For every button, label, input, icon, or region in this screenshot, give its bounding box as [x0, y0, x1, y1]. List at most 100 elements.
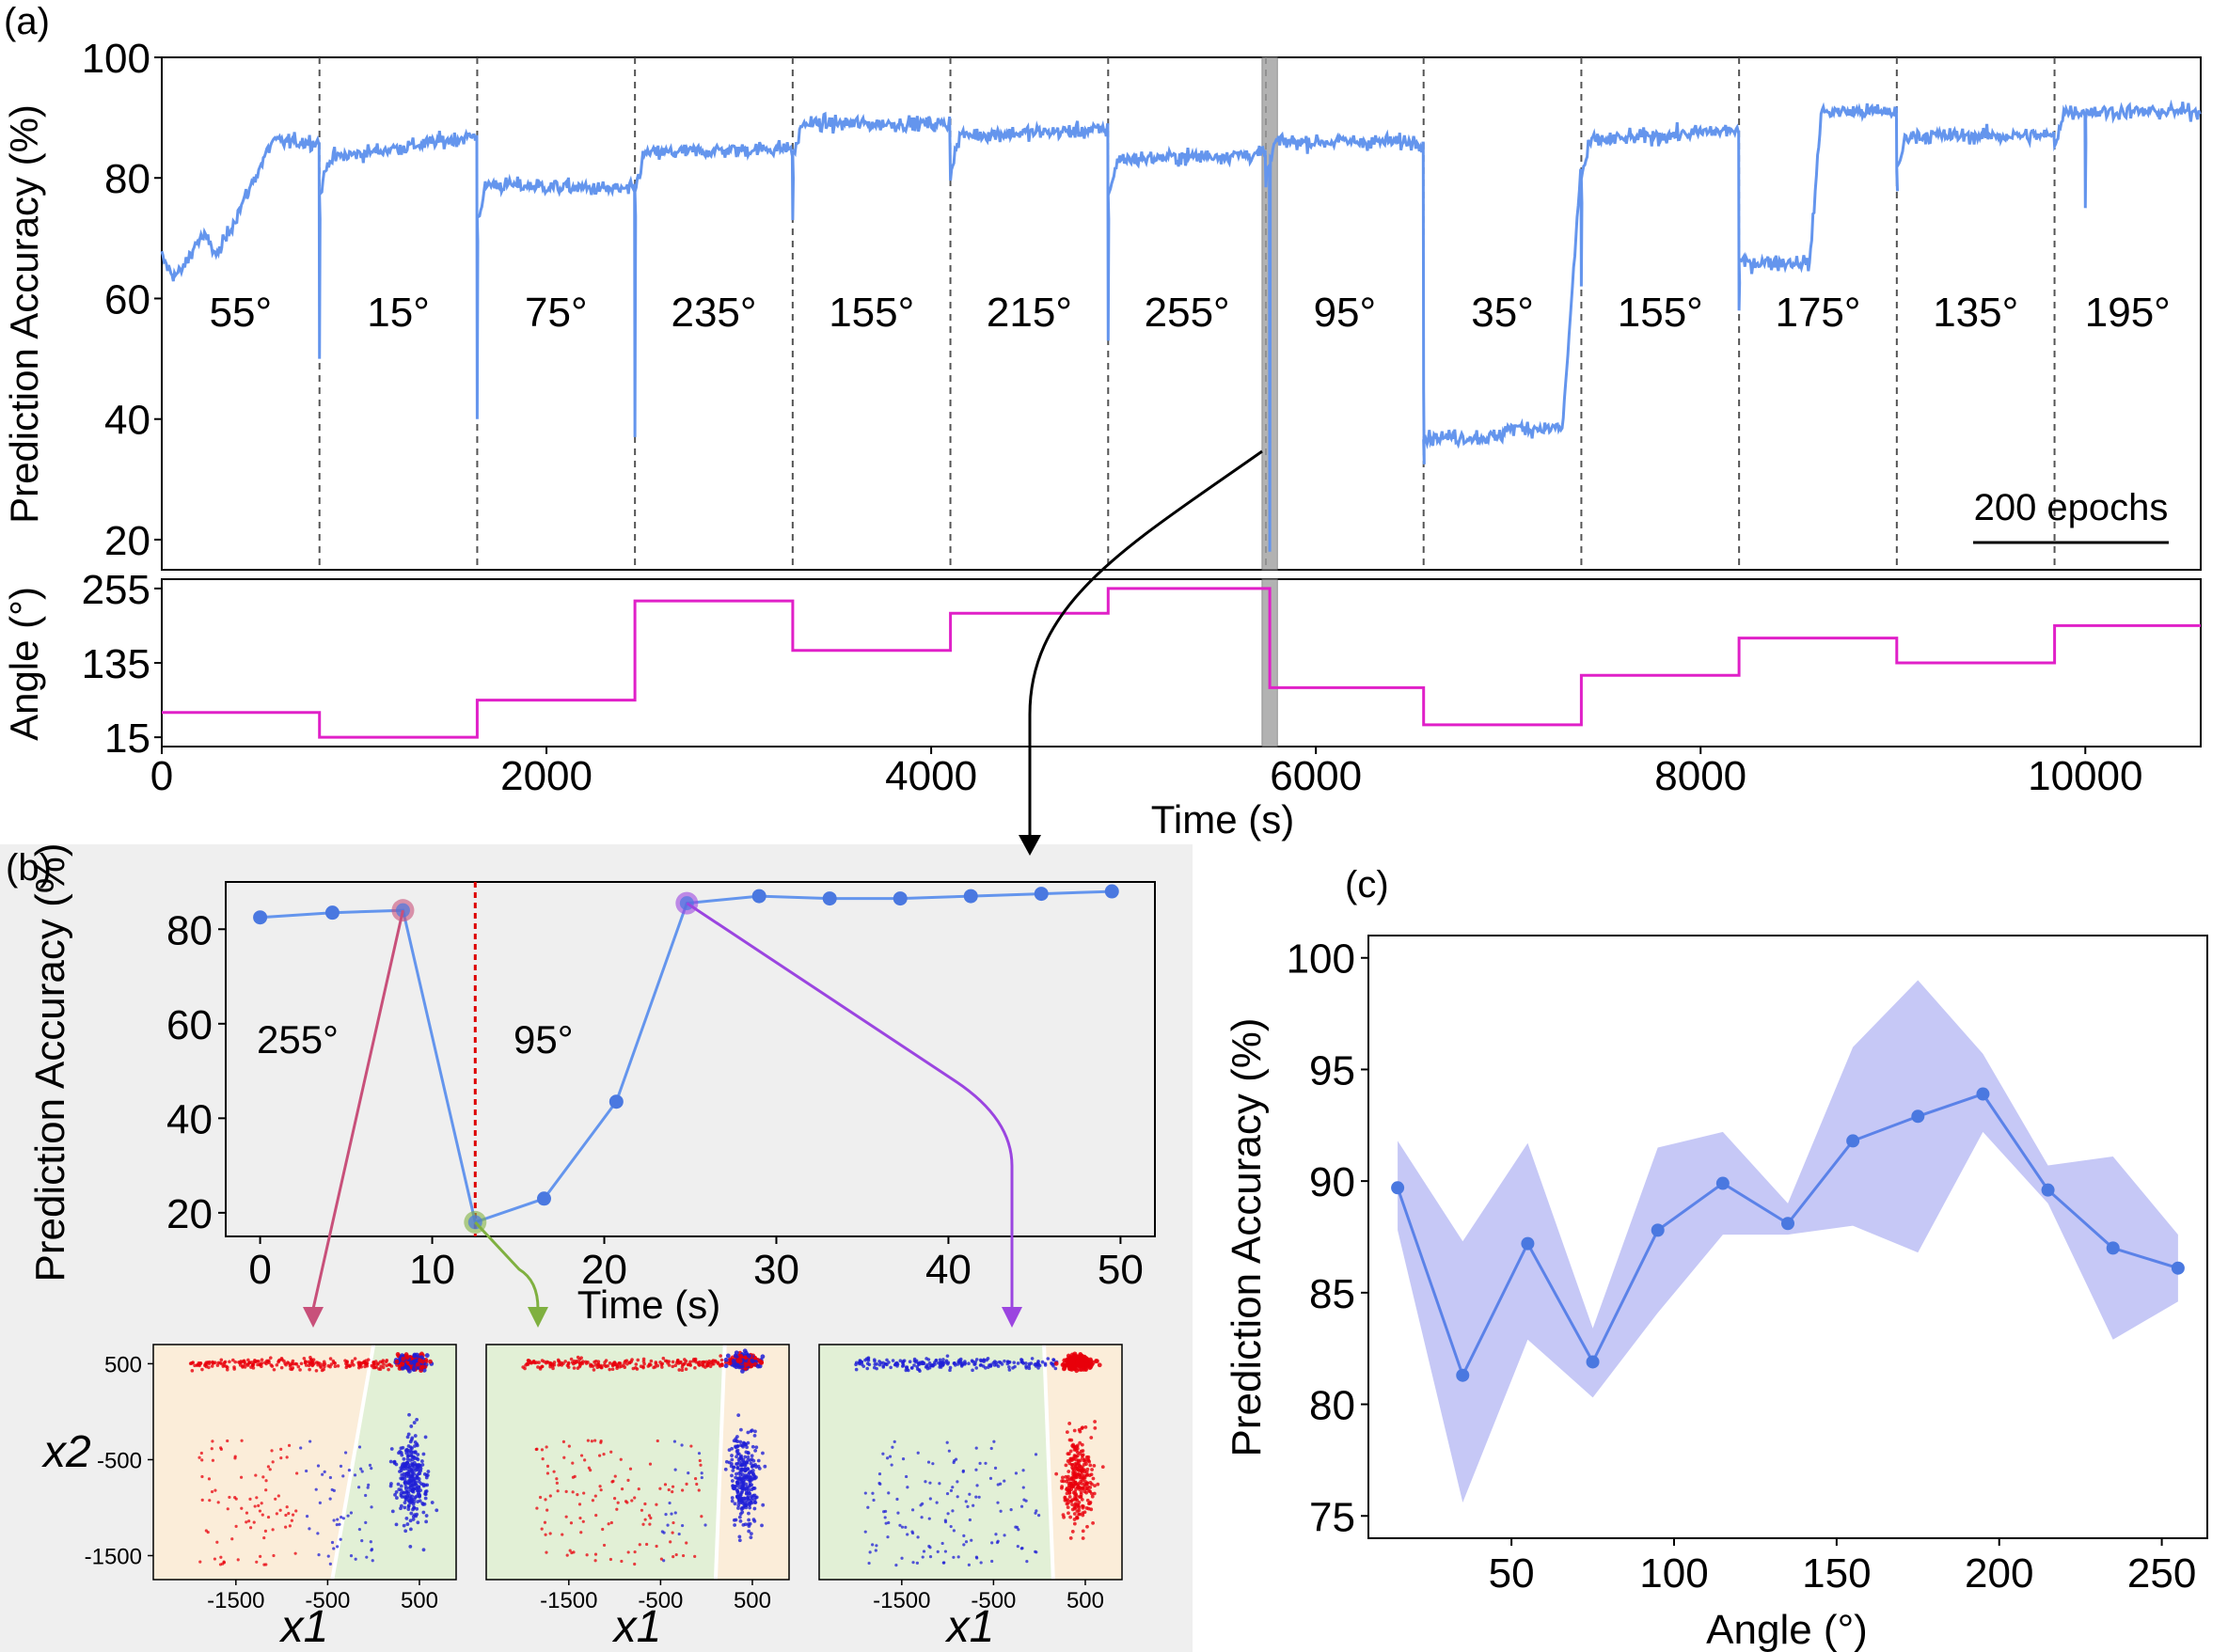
scatter-point — [887, 1361, 891, 1364]
zoomed-accuracy-y-label: Prediction Accuracy (%) — [27, 842, 73, 1282]
scatter-point — [316, 1464, 321, 1468]
scatter-point — [1062, 1358, 1067, 1363]
scatter-point — [238, 1361, 242, 1365]
scatter-point — [240, 1439, 244, 1442]
scatter-point — [945, 1354, 950, 1358]
scatter-point — [697, 1363, 702, 1367]
scatter-point — [191, 1361, 196, 1364]
scatter-point — [689, 1444, 693, 1448]
scatter-point — [1064, 1498, 1068, 1503]
scatter-point — [970, 1538, 973, 1542]
scatter-point — [912, 1357, 917, 1361]
scatter-point — [359, 1467, 363, 1471]
scatter-point — [1090, 1468, 1094, 1471]
data-point — [1976, 1087, 1990, 1101]
scatter-point — [877, 1471, 882, 1476]
scatter-point — [970, 1359, 974, 1362]
scatter-point — [348, 1363, 353, 1368]
scatter-point — [264, 1361, 268, 1366]
scatter-point — [1051, 1358, 1056, 1362]
scatter-point — [1078, 1440, 1082, 1445]
scatter-point — [541, 1456, 545, 1461]
scatter-point — [887, 1520, 891, 1525]
scatter-point — [1081, 1503, 1084, 1508]
scatter-point — [894, 1564, 898, 1567]
scatter-point — [898, 1359, 903, 1363]
scatter-point — [415, 1506, 419, 1511]
scatter-point — [408, 1485, 413, 1489]
scatter-point — [616, 1501, 620, 1504]
scatter-point — [1067, 1438, 1072, 1442]
scatter-point — [622, 1363, 625, 1367]
scatter-point — [350, 1359, 355, 1363]
scatter-point — [1081, 1513, 1085, 1518]
scatter-point — [735, 1495, 740, 1500]
scatter-point — [643, 1518, 647, 1521]
scatter-point — [1075, 1446, 1080, 1451]
scatter-point — [730, 1446, 735, 1451]
scatter-point — [359, 1361, 363, 1366]
y-tick-label: 60 — [104, 276, 150, 323]
scatter-point — [328, 1562, 332, 1566]
scatter-point — [1090, 1494, 1095, 1499]
scatter-point — [406, 1432, 411, 1437]
angle-timeline-y-label: Angle (°) — [2, 587, 46, 741]
scatter-point — [655, 1544, 658, 1549]
scatter-point — [1067, 1481, 1071, 1486]
scatter-point — [392, 1459, 397, 1464]
scatter-point — [1079, 1492, 1083, 1497]
scatter-point — [1068, 1361, 1073, 1365]
scatter-point — [961, 1470, 965, 1473]
scatter-point — [744, 1361, 750, 1367]
scatter-point — [1016, 1544, 1019, 1549]
scatter-point — [648, 1462, 653, 1466]
scatter-point — [279, 1455, 283, 1460]
scatter-point — [413, 1456, 418, 1460]
scatter-point — [1079, 1486, 1083, 1490]
scatter-point — [881, 1452, 885, 1455]
x-tick-label: -500 — [971, 1588, 1016, 1613]
scatter-y-label: x2 — [41, 1427, 91, 1477]
scatter-point — [1081, 1425, 1084, 1430]
scatter-point — [748, 1484, 752, 1487]
scatter-point — [909, 1366, 914, 1370]
scatter-clip-group — [819, 1345, 1122, 1580]
scatter-point — [884, 1521, 888, 1525]
scatter-point — [435, 1508, 439, 1513]
scatter-point — [314, 1487, 318, 1491]
scatter-point — [697, 1452, 702, 1455]
zoomed-accuracy-x-label: Time (s) — [577, 1282, 720, 1327]
scatter-point — [898, 1523, 902, 1527]
scatter-point — [336, 1545, 340, 1549]
y-tick-label: -500 — [97, 1448, 142, 1473]
scatter-point — [640, 1508, 644, 1512]
scatter-point — [1089, 1436, 1094, 1440]
scatter-point — [954, 1457, 958, 1461]
segment-angle-label: 15° — [367, 290, 430, 336]
scatter-point — [1035, 1550, 1038, 1554]
scatter-point — [744, 1482, 749, 1487]
scatter-point — [225, 1367, 229, 1372]
scatter-point — [307, 1360, 310, 1364]
scatter-point — [685, 1541, 688, 1545]
scatter-point — [669, 1540, 672, 1544]
scatter-point — [357, 1445, 362, 1449]
scatter-point — [993, 1466, 998, 1470]
connector-line — [686, 902, 1014, 1309]
scatter-point — [738, 1492, 743, 1497]
scatter-point — [1050, 1361, 1054, 1366]
scatter-point — [403, 1495, 406, 1499]
scatter-point — [305, 1469, 308, 1473]
scatter-point — [210, 1364, 214, 1368]
scatter-point — [380, 1360, 385, 1364]
scatter-point — [211, 1440, 214, 1443]
scatter-frame — [152, 1344, 457, 1581]
scatter-point — [418, 1463, 422, 1468]
scatter-point — [393, 1492, 397, 1497]
data-point — [1651, 1223, 1665, 1237]
scatter-point — [597, 1454, 602, 1457]
scatter-point — [536, 1365, 540, 1369]
scatter-point — [563, 1360, 567, 1363]
scatter-point — [219, 1446, 223, 1450]
scatter-point — [1092, 1491, 1097, 1496]
